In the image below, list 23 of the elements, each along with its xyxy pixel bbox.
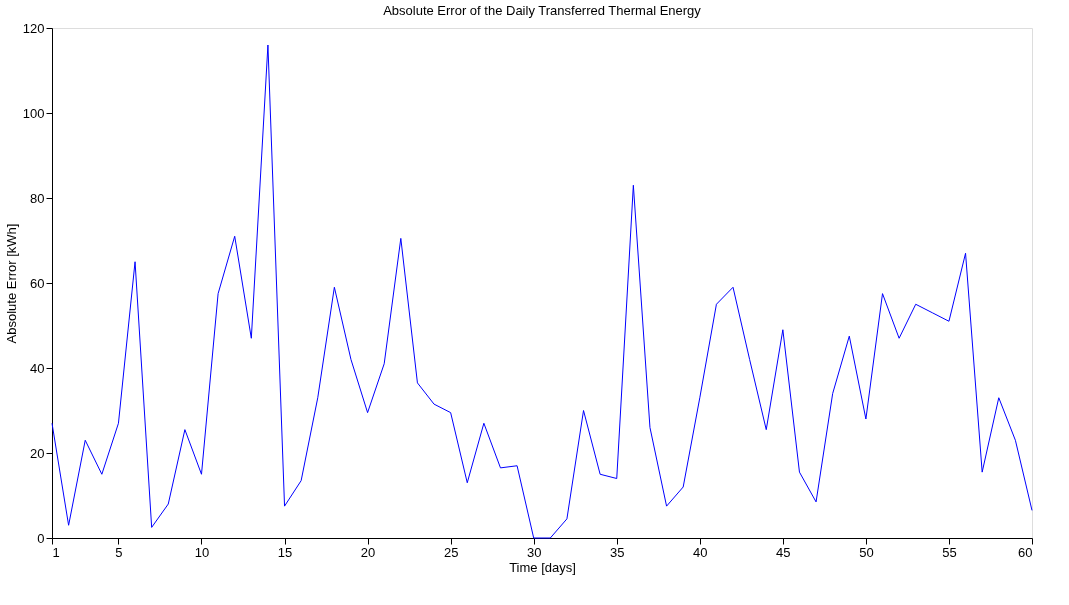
x-tick-label: 25 xyxy=(443,544,459,560)
y-tick-label: 40 xyxy=(30,360,45,376)
y-tick-label: 60 xyxy=(30,275,45,291)
x-tick-label: 30 xyxy=(526,544,542,560)
x-tick-label: 10 xyxy=(194,544,210,560)
x-tick-label: 45 xyxy=(776,544,791,560)
x-tick-label: 1 xyxy=(52,544,60,560)
y-tick-label: 120 xyxy=(22,20,45,36)
x-tick-label: 5 xyxy=(115,544,123,560)
y-axis-title: Absolute Error [kWh] xyxy=(3,223,19,344)
x-axis-title: Time [days] xyxy=(509,559,576,575)
y-tick-label: 20 xyxy=(30,445,45,461)
x-tick-label: 15 xyxy=(277,544,293,560)
x-tick-label: 55 xyxy=(942,544,957,560)
x-tick-label: 35 xyxy=(610,544,625,560)
y-tick-label: 100 xyxy=(22,105,45,121)
x-tick-label: 20 xyxy=(360,544,376,560)
y-tick-label: 80 xyxy=(30,190,45,206)
y-tick-label: 0 xyxy=(37,530,45,546)
x-tick-label: 60 xyxy=(1018,544,1033,560)
x-tick-label: 40 xyxy=(693,544,708,560)
chart-title: Absolute Error of the Daily Transferred Thermal Energy xyxy=(383,3,702,18)
x-tick-label: 50 xyxy=(859,544,874,560)
